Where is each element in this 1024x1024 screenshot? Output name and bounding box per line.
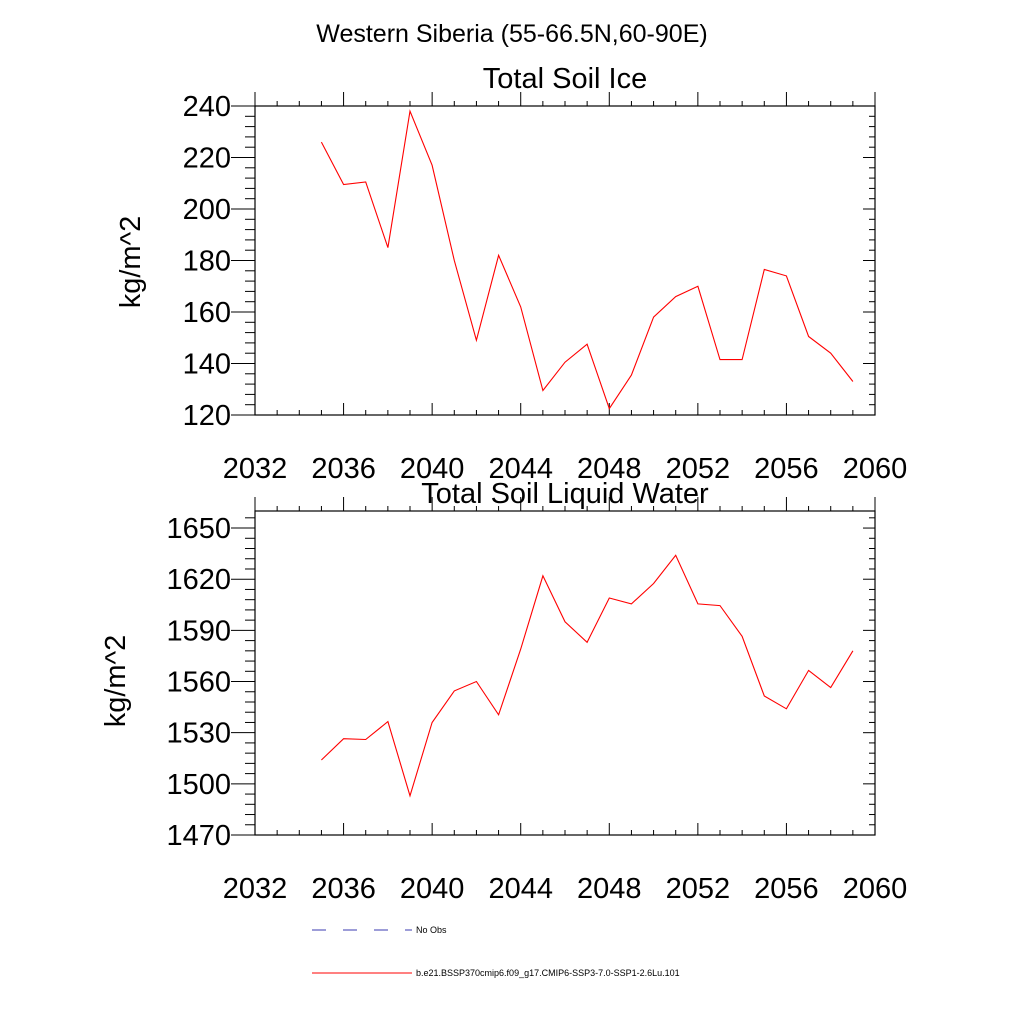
- chart-title: Total Soil Ice: [483, 63, 647, 95]
- y-tick-label: 140: [183, 349, 231, 381]
- legend-item-no-obs: No Obs: [312, 925, 447, 935]
- y-tick-label: 160: [183, 297, 231, 329]
- x-tick-label: 2036: [311, 453, 376, 485]
- plot-frame: [254, 105, 876, 416]
- y-axis-label: kg/m^2: [115, 216, 147, 309]
- x-tick-label: 2032: [223, 873, 288, 905]
- y-tick-label: 1500: [166, 769, 231, 801]
- y-tick-label: 120: [183, 400, 231, 432]
- panel-total-soil-liquid-water: Total Soil Liquid Water kg/m^2 2032 2036 2…: [100, 478, 907, 905]
- x-tick-label: 2040: [400, 873, 465, 905]
- x-tick-label: 2056: [754, 873, 819, 905]
- y-tick-label: 180: [183, 246, 231, 278]
- legend: No Obs b.e21.BSSP370cmip6.f09_g17.CMIP6-…: [312, 925, 680, 978]
- y-tick-label: 1620: [166, 564, 231, 596]
- x-tick-label: 2052: [666, 873, 731, 905]
- x-tick-label: 2048: [577, 873, 642, 905]
- x-tick-label: 2060: [843, 453, 908, 485]
- y-tick-label: 1590: [166, 615, 231, 647]
- x-tick-label: 2060: [843, 873, 908, 905]
- y-tick-label: 1530: [166, 718, 231, 750]
- x-tick-label: 2056: [754, 453, 819, 485]
- y-tick-label: 1470: [166, 820, 231, 852]
- x-tick-label: 2052: [666, 453, 731, 485]
- figure-title: Western Siberia (55-66.5N,60-90E): [316, 20, 707, 48]
- series-line: [321, 554, 854, 798]
- x-tick-label: 2036: [311, 873, 376, 905]
- legend-item-model-run: b.e21.BSSP370cmip6.f09_g17.CMIP6-SSP3-7.…: [312, 968, 680, 978]
- y-tick-label: 200: [183, 194, 231, 226]
- plot-frame: [254, 510, 876, 836]
- y-tick-label: 1650: [166, 513, 231, 545]
- x-tick-label: 2040: [400, 453, 465, 485]
- y-tick-label: 1560: [166, 667, 231, 699]
- y-tick-label: 240: [183, 91, 231, 123]
- y-tick-label: 220: [183, 143, 231, 175]
- chart-title: Total Soil Liquid Water: [421, 478, 709, 510]
- legend-label: b.e21.BSSP370cmip6.f09_g17.CMIP6-SSP3-7.…: [416, 968, 680, 978]
- panel-total-soil-ice: Total Soil Ice kg/m^2 2032 2036 2040 2044 20…: [115, 63, 907, 485]
- y-axis-label: kg/m^2: [100, 635, 132, 728]
- x-tick-label: 2032: [223, 453, 288, 485]
- series-line: [320, 109, 854, 410]
- x-tick-label: 2048: [577, 453, 642, 485]
- legend-label: No Obs: [416, 925, 447, 935]
- x-tick-label: 2044: [488, 453, 553, 485]
- x-tick-label: 2044: [488, 873, 553, 905]
